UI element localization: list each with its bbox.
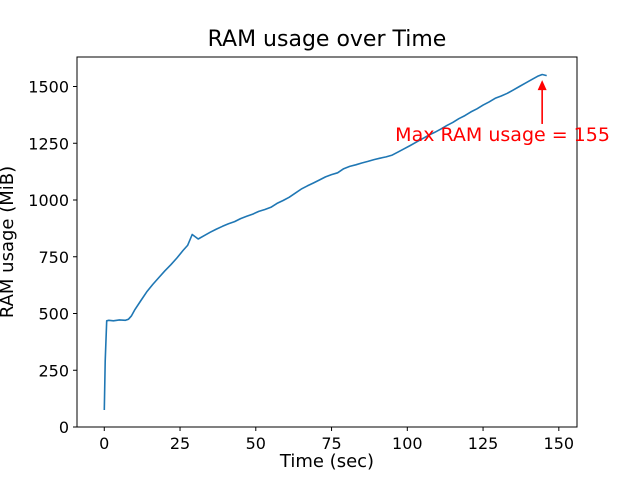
annotation-arrow-head: [537, 80, 547, 91]
y-tick-label: 0: [59, 418, 69, 437]
y-tick-label: 1250: [28, 134, 69, 153]
y-tick-label: 1000: [28, 191, 69, 210]
x-tick-label: 0: [99, 434, 109, 453]
x-tick-label: 50: [246, 434, 266, 453]
y-tick-label: 750: [38, 248, 69, 267]
y-tick-label: 500: [38, 305, 69, 324]
x-tick-label: 125: [468, 434, 499, 453]
axes-box: [76, 56, 578, 428]
chart-title: RAM usage over Time: [208, 27, 447, 52]
x-tick-label: 25: [170, 434, 190, 453]
y-tick-label: 250: [38, 361, 69, 380]
max-ram-annotation: Max RAM usage = 155: [395, 124, 610, 146]
x-tick-label: 150: [544, 434, 575, 453]
x-tick-label: 100: [392, 434, 423, 453]
y-axis-label: RAM usage (MiB): [0, 166, 18, 318]
x-tick-label: 75: [321, 434, 341, 453]
ram-usage-line: [103, 73, 547, 411]
x-axis-label: Time (sec): [279, 451, 374, 472]
y-tick-label: 1500: [28, 78, 69, 97]
